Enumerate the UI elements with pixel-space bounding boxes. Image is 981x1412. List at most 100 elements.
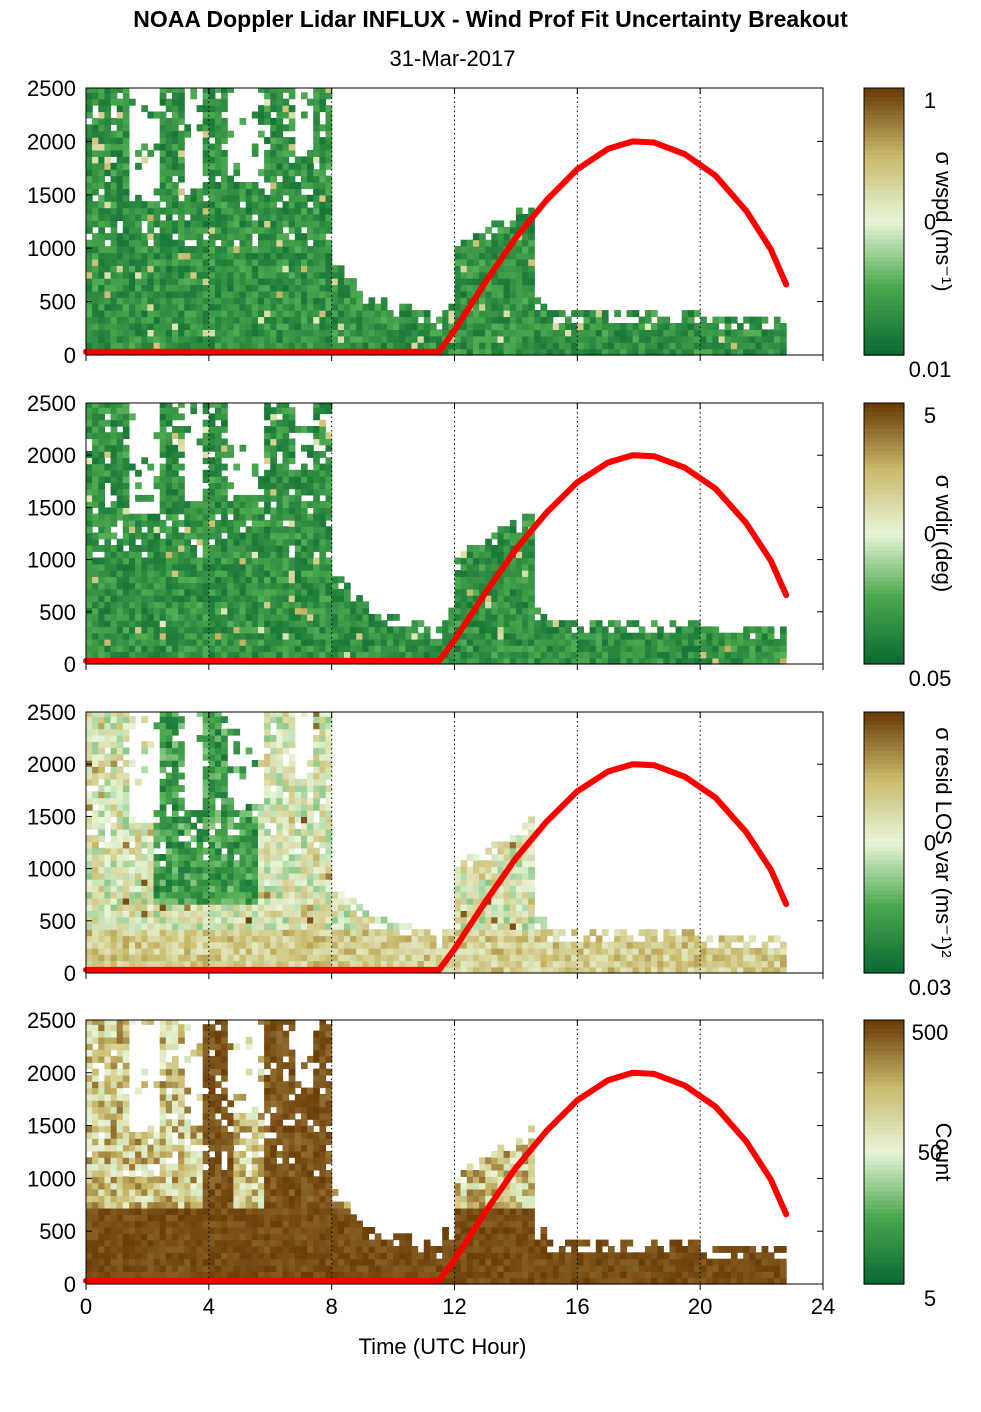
heatmap-cell (215, 169, 222, 177)
heatmap-cell (307, 233, 314, 241)
heatmap-cell (337, 323, 345, 330)
heatmap-cell (479, 651, 486, 659)
heatmap-cell (141, 310, 148, 318)
heatmap-cell (116, 239, 124, 247)
heatmap-cell (601, 323, 609, 330)
heatmap-cell (165, 284, 173, 292)
heatmap-cell (331, 271, 339, 279)
heatmap-cell (251, 188, 259, 196)
heatmap-cell (165, 728, 173, 736)
heatmap-cell (116, 137, 124, 145)
heatmap-cell (159, 469, 167, 477)
heatmap-cell (227, 613, 234, 621)
heatmap-cell (251, 607, 259, 615)
heatmap-cell (227, 207, 234, 215)
heatmap-cell (448, 613, 456, 621)
heatmap-cell (350, 613, 357, 621)
heatmap-cell (307, 290, 314, 298)
heatmap-cell (773, 348, 781, 356)
heatmap-cell (270, 582, 277, 590)
heatmap-cell (122, 335, 130, 343)
heatmap-cell (239, 626, 247, 634)
heatmap-cell (215, 143, 222, 151)
colorbar-segment (864, 119, 904, 125)
heatmap-cell (313, 463, 320, 471)
heatmap-cell (129, 916, 136, 924)
heatmap-cell (104, 92, 112, 100)
heatmap-cell (153, 214, 161, 221)
heatmap-cell (749, 329, 756, 337)
heatmap-cell (221, 258, 228, 266)
heatmap-cell (282, 297, 290, 305)
heatmap-cell (221, 507, 228, 515)
heatmap-cell (190, 810, 198, 817)
heatmap-cell (497, 538, 505, 546)
heatmap-cell (681, 657, 689, 665)
heatmap-cell (147, 149, 155, 157)
heatmap-cell (208, 601, 216, 609)
heatmap-cell (110, 413, 118, 421)
heatmap-cell (460, 297, 468, 305)
heatmap-cell (270, 342, 277, 350)
heatmap-cell (178, 595, 185, 602)
heatmap-cell (442, 310, 449, 318)
heatmap-cell (442, 323, 449, 330)
heatmap-cell (165, 469, 173, 477)
heatmap-cell (116, 98, 124, 106)
colorbar-segment (864, 581, 904, 587)
heatmap-cell (110, 847, 118, 855)
heatmap-cell (325, 407, 333, 415)
heatmap-cell (141, 854, 148, 861)
heatmap-cell (294, 246, 302, 254)
heatmap-cell (337, 576, 345, 584)
heatmap-cell (337, 651, 345, 659)
heatmap-cell (172, 822, 179, 830)
colorbar-segment (864, 646, 904, 652)
heatmap-cell (313, 310, 320, 318)
heatmap-cell (264, 316, 271, 324)
heatmap-cell (92, 419, 99, 427)
heatmap-cell (172, 137, 179, 145)
heatmap-cell (546, 335, 554, 343)
heatmap-cell (730, 316, 738, 324)
heatmap-cell (98, 476, 105, 483)
heatmap-cell (258, 194, 265, 202)
heatmap-cell (98, 563, 105, 571)
heatmap-cell (595, 620, 603, 628)
heatmap-cell (681, 632, 689, 640)
heatmap-cell (700, 645, 707, 653)
heatmap-cell (301, 290, 308, 298)
heatmap-cell (325, 457, 333, 465)
heatmap-cell (86, 916, 93, 924)
heatmap-cell (221, 419, 228, 427)
heatmap-cell (104, 797, 112, 805)
heatmap-cell (509, 290, 517, 298)
heatmap-cell (92, 538, 99, 546)
heatmap-cell (98, 226, 105, 234)
heatmap-cell (497, 657, 505, 665)
heatmap-cell (337, 613, 345, 621)
heatmap-cell (344, 632, 351, 640)
heatmap-cell (165, 226, 173, 234)
heatmap-cell (184, 233, 191, 241)
heatmap-cell (313, 265, 320, 273)
heatmap-cell (282, 207, 290, 215)
heatmap-cell (184, 595, 191, 602)
heatmap-cell (294, 278, 302, 286)
heatmap-cell (245, 494, 253, 502)
heatmap-cell (165, 526, 173, 534)
heatmap-cell (92, 88, 99, 93)
heatmap-cell (116, 88, 124, 93)
heatmap-cell (350, 626, 357, 634)
heatmap-cell (227, 576, 234, 584)
heatmap-cell (270, 207, 277, 215)
heatmap-cell (190, 620, 198, 628)
colorbar-segment (864, 279, 904, 285)
heatmap-cell (165, 935, 173, 943)
heatmap-cell (491, 310, 498, 318)
heatmap-cell (687, 645, 695, 653)
heatmap-cell (165, 182, 173, 189)
heatmap-cell (251, 513, 259, 521)
heatmap-cell (258, 88, 265, 93)
heatmap-cell (626, 329, 634, 337)
